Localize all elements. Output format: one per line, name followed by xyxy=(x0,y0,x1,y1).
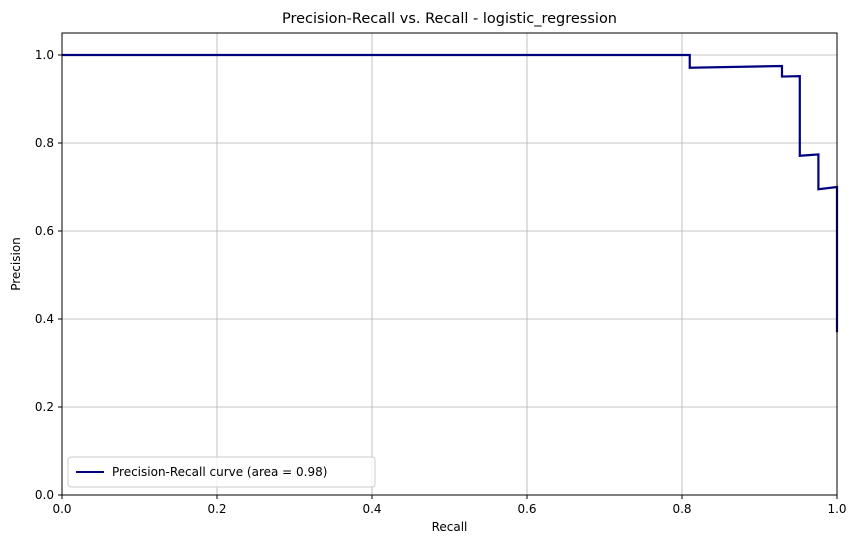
x-tick-label: 0.2 xyxy=(207,502,226,516)
y-tick-label: 0.0 xyxy=(35,488,54,502)
ticks: 0.0 0.2 0.4 0.6 0.8 1.0 0.0 0.2 0.4 0.6 0.8 1.0 xyxy=(35,48,847,516)
series-layer xyxy=(62,53,839,333)
x-axis-label: Recall xyxy=(432,520,468,534)
y-axis-label: Precision xyxy=(9,237,23,291)
y-tick-label: 0.4 xyxy=(35,312,54,326)
y-tick-label: 0.2 xyxy=(35,400,54,414)
legend-box xyxy=(67,456,376,488)
y-tick-label: 0.6 xyxy=(35,224,54,238)
x-tick-label: 0.4 xyxy=(362,502,381,516)
x-tick-label: 1.0 xyxy=(827,502,846,516)
x-tick-label: 0.0 xyxy=(52,502,71,516)
legend-label: Precision-Recall curve (area = 0.98) xyxy=(112,465,327,479)
chart-title: Precision-Recall vs. Recall - logistic_r… xyxy=(282,11,617,27)
legend: Precision-Recall curve (area = 0.98) xyxy=(67,456,376,488)
x-tick-label: 0.6 xyxy=(517,502,536,516)
y-tick-label: 1.0 xyxy=(35,48,54,62)
x-tick-label: 0.8 xyxy=(672,502,691,516)
plot-frame xyxy=(61,32,838,496)
y-tick-label: 0.8 xyxy=(35,136,54,150)
pr-curve-line xyxy=(62,53,839,333)
